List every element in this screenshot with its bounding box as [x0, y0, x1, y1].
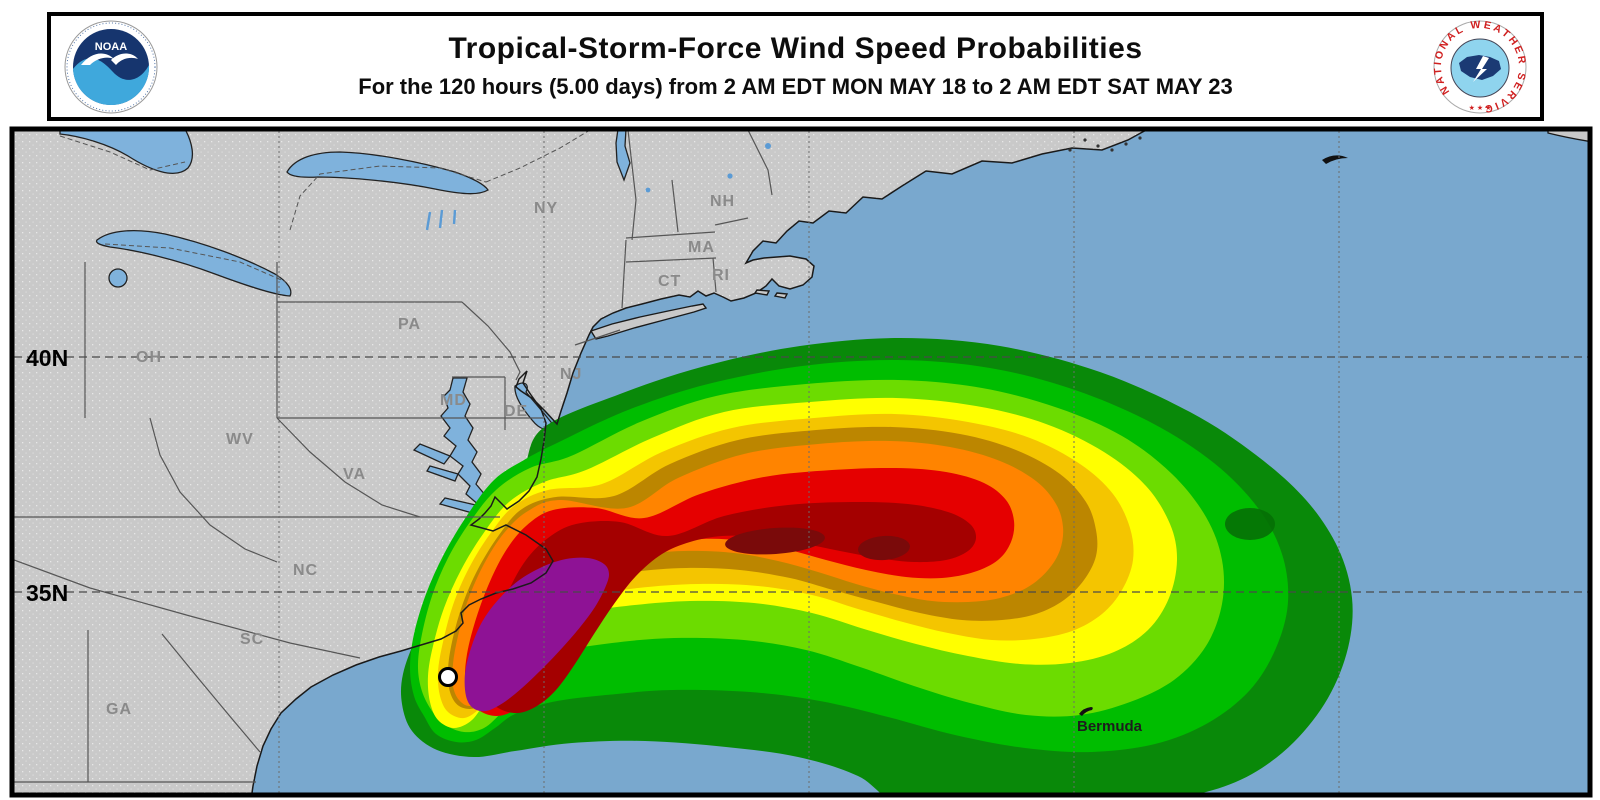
lake-ontario	[286, 151, 489, 195]
state-label-ga: GA	[106, 701, 132, 718]
nws-logo: NATIONAL WEATHER SERVICE ★ ★ ★	[1432, 19, 1527, 115]
bermuda-label: Bermuda	[1077, 718, 1143, 735]
state-label-pa: PA	[398, 316, 421, 333]
header: Tropical-Storm-Force Wind Speed Probabil…	[47, 12, 1544, 121]
land-speckle	[14, 131, 1145, 795]
lake-erie	[95, 230, 292, 297]
state-label-nh: NH	[710, 193, 735, 210]
nws-lightning-bolt	[1473, 56, 1489, 82]
state-label-nj: NJ	[560, 366, 582, 383]
potomac-river	[412, 443, 452, 465]
state-label-sc: SC	[240, 631, 264, 648]
maine-islets	[1068, 136, 1142, 152]
rappahannock-river	[426, 465, 459, 482]
marthas-vineyard	[753, 289, 771, 296]
state-label-de: DE	[504, 403, 528, 420]
dark-green-spot	[1225, 508, 1275, 540]
wind-probability-swath	[400, 338, 1353, 795]
pond-2	[727, 173, 733, 179]
sable-island	[1322, 155, 1348, 164]
map-labels: OH PA WV VA NC SC GA NY NJ NH MA CT RI M…	[26, 193, 1143, 735]
storm-center-marker	[438, 667, 458, 687]
state-label-nc: NC	[293, 562, 318, 579]
state-label-wv: WV	[226, 431, 254, 448]
state-label-oh: OH	[136, 349, 162, 366]
coastline	[250, 131, 1146, 795]
state-label-md: MD	[440, 392, 467, 409]
bermuda-island	[1079, 707, 1093, 716]
lake-huron	[59, 131, 194, 174]
lat-label-40n: 40N	[26, 345, 68, 371]
graticule	[14, 131, 1588, 795]
noaa-logo-text: NOAA	[95, 41, 127, 53]
nantucket	[773, 292, 789, 299]
state-label-ct: CT	[658, 273, 681, 290]
prob-band-purple	[464, 557, 610, 712]
page-subtitle: For the 120 hours (5.00 days) from 2 AM …	[358, 74, 1233, 99]
prob-band-darkest-red	[725, 527, 825, 555]
map-frame	[9, 126, 1593, 798]
state-label-ri: RI	[712, 267, 730, 284]
page-title: Tropical-Storm-Force Wind Speed Probabil…	[448, 32, 1143, 65]
lake-champlain	[615, 131, 631, 182]
lakes-and-bays	[59, 131, 771, 586]
nws-stars: ★ ★ ★	[1469, 104, 1492, 112]
state-label-ny: NY	[534, 200, 558, 217]
nova-scotia-corner	[1547, 131, 1588, 142]
lat-label-35n: 35N	[26, 580, 68, 606]
canada-border	[59, 131, 590, 283]
state-label-ma: MA	[688, 239, 715, 256]
state-label-va: VA	[343, 466, 366, 483]
prob-band-dark-red	[483, 501, 977, 714]
noaa-logo: NOAA	[64, 20, 158, 114]
state-borders	[14, 131, 773, 783]
finger-lakes	[425, 209, 457, 231]
prob-band-darkest-red	[858, 535, 910, 561]
lake-st-clair	[108, 268, 128, 288]
pond-3	[645, 187, 651, 193]
pond-1	[765, 143, 771, 149]
